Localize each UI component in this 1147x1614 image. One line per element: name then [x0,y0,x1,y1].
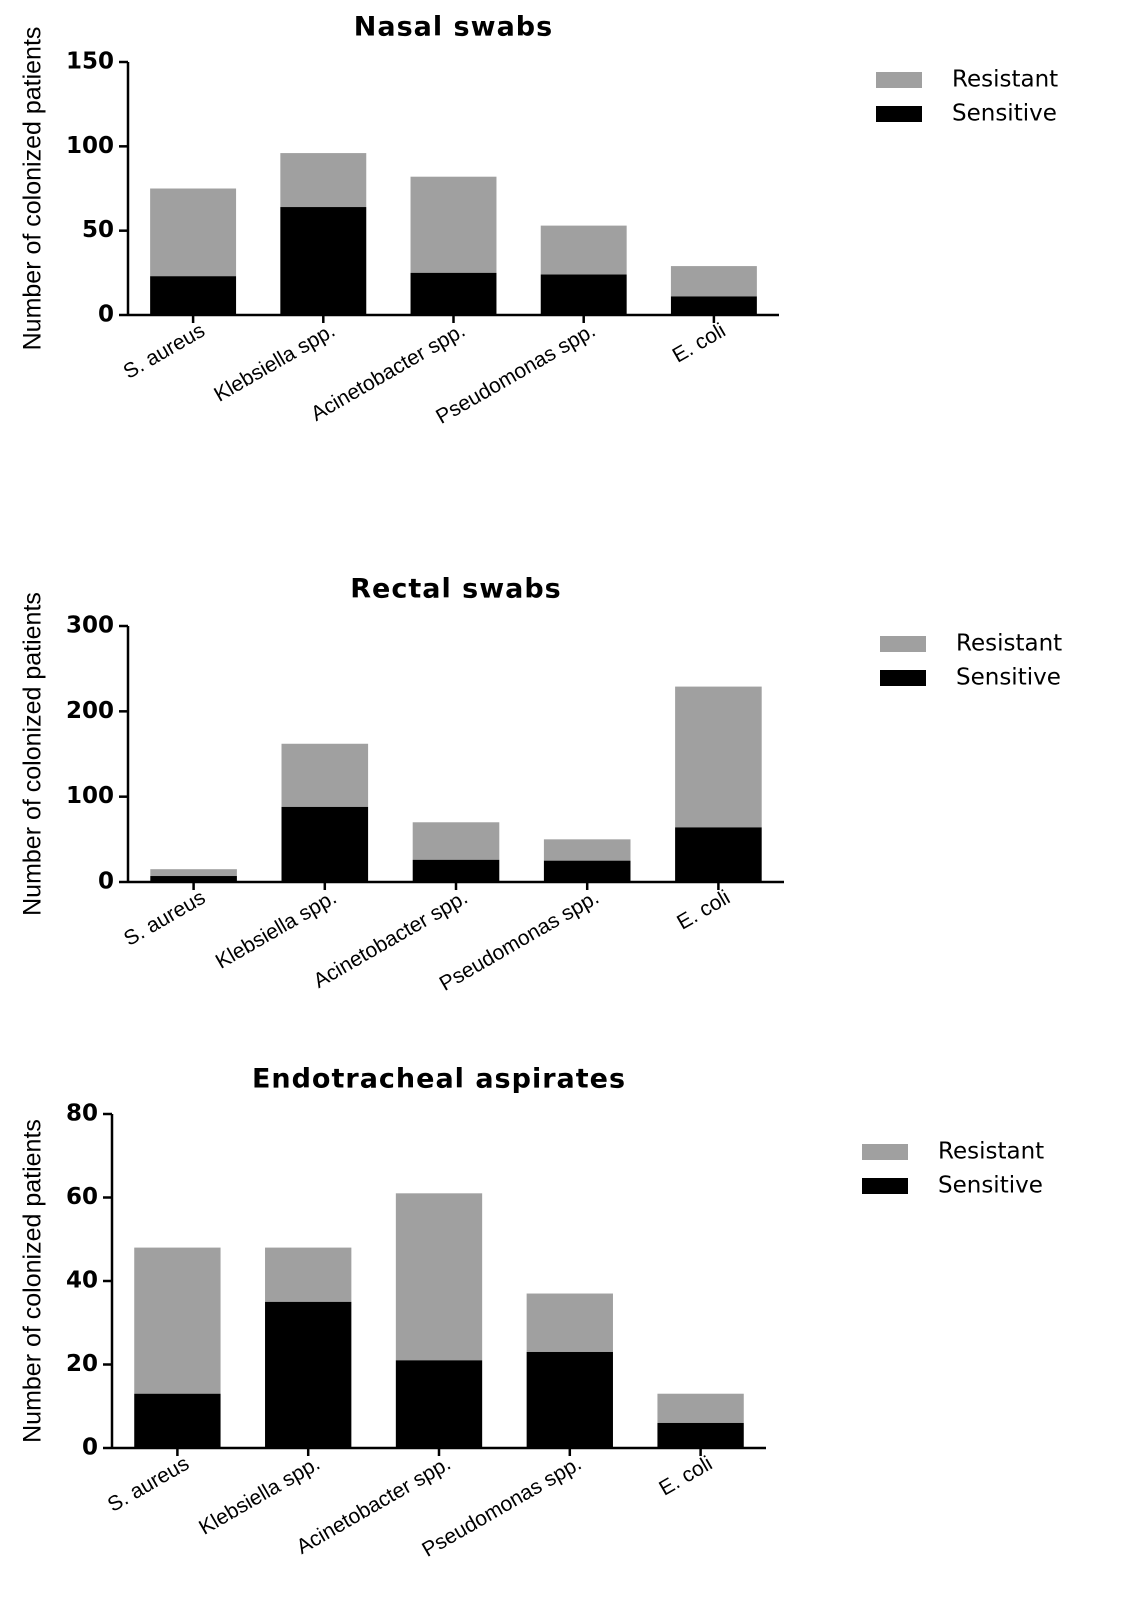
bar-sensitive-1 [134,1394,220,1448]
y-tick-label: 0 [98,869,114,895]
bar-sensitive-5 [675,827,762,882]
legend-swatch-resistant [862,1144,908,1160]
x-tick-label: Klebsiella spp. [212,886,341,974]
chart-title: Nasal swabs [354,12,553,43]
bar-resistant-3 [413,822,500,860]
x-tick-label: S. aureus [119,319,208,384]
legend-swatch-resistant [880,636,926,652]
bar-resistant-1 [134,1248,220,1394]
bar-sensitive-4 [544,861,631,882]
y-tick-label: 100 [66,133,114,159]
y-tick-label: 100 [66,783,114,809]
y-tick-label: 0 [98,302,114,328]
bar-sensitive-2 [282,807,369,882]
chart-panel-1: Nasal swabs Number of colonized patients S… [19,12,1059,429]
bar-resistant-4 [544,839,631,860]
y-tick-label: 20 [66,1351,98,1377]
legend: Resistant Sensitive [862,1139,1044,1199]
legend-swatch-sensitive [862,1178,908,1194]
legend-swatch-sensitive [880,670,926,686]
legend-label-resistant: Resistant [956,631,1062,657]
legend: Resistant Sensitive [876,67,1058,127]
legend-swatch-resistant [876,72,922,88]
y-axis-label: Number of colonized patients [19,592,47,916]
legend-label-sensitive: Sensitive [952,101,1057,127]
bar-resistant-5 [671,266,757,296]
bar-sensitive-4 [527,1352,613,1448]
y-tick-label: 80 [66,1101,98,1127]
bar-resistant-5 [657,1394,743,1423]
x-tick-label: Klebsiella spp. [210,319,339,407]
x-tick-label: S. aureus [104,1452,193,1517]
y-tick-label: 150 [66,49,114,75]
bar-sensitive-4 [541,275,627,315]
x-tick-label: E. coli [673,886,734,935]
bar-sensitive-5 [657,1423,743,1448]
bar-resistant-1 [150,869,237,876]
bar-resistant-2 [280,153,366,207]
chart-panel-2: Rectal swabs Number of colonized patients… [19,574,1063,996]
legend-label-sensitive: Sensitive [938,1173,1043,1199]
bar-resistant-3 [396,1193,482,1360]
y-tick-label: 40 [66,1268,98,1294]
bar-resistant-4 [541,226,627,275]
y-axis-label: Number of colonized patients [19,27,47,351]
y-tick-label: 200 [66,698,114,724]
y-tick-label: 50 [82,217,114,243]
y-tick-label: 300 [66,613,114,639]
bar-resistant-4 [527,1294,613,1352]
bar-sensitive-3 [411,273,497,315]
bar-resistant-5 [675,687,762,828]
bar-resistant-2 [282,744,369,807]
bar-sensitive-2 [280,207,366,315]
legend-label-resistant: Resistant [938,1139,1044,1165]
legend-label-sensitive: Sensitive [956,665,1061,691]
chart-title: Endotracheal aspirates [252,1064,626,1095]
bar-sensitive-3 [396,1360,482,1448]
legend-label-resistant: Resistant [952,67,1058,93]
y-tick-label: 0 [82,1435,98,1461]
x-tick-label: E. coli [669,319,730,368]
legend: Resistant Sensitive [880,631,1062,691]
bar-sensitive-2 [265,1302,351,1448]
bar-resistant-1 [150,189,236,277]
chart-title: Rectal swabs [350,574,562,605]
x-tick-label: Klebsiella spp. [195,1452,324,1540]
y-tick-label: 60 [66,1184,98,1210]
bar-sensitive-3 [413,860,500,882]
chart-panel-3: Endotracheal aspirates Number of colonize… [19,1064,1045,1562]
x-tick-label: S. aureus [120,886,209,951]
y-axis-label: Number of colonized patients [19,1119,47,1443]
bar-resistant-3 [411,177,497,273]
x-tick-label: E. coli [655,1452,716,1501]
legend-swatch-sensitive [876,106,922,122]
bar-sensitive-5 [671,296,757,315]
bar-sensitive-1 [150,276,236,315]
bar-resistant-2 [265,1248,351,1302]
